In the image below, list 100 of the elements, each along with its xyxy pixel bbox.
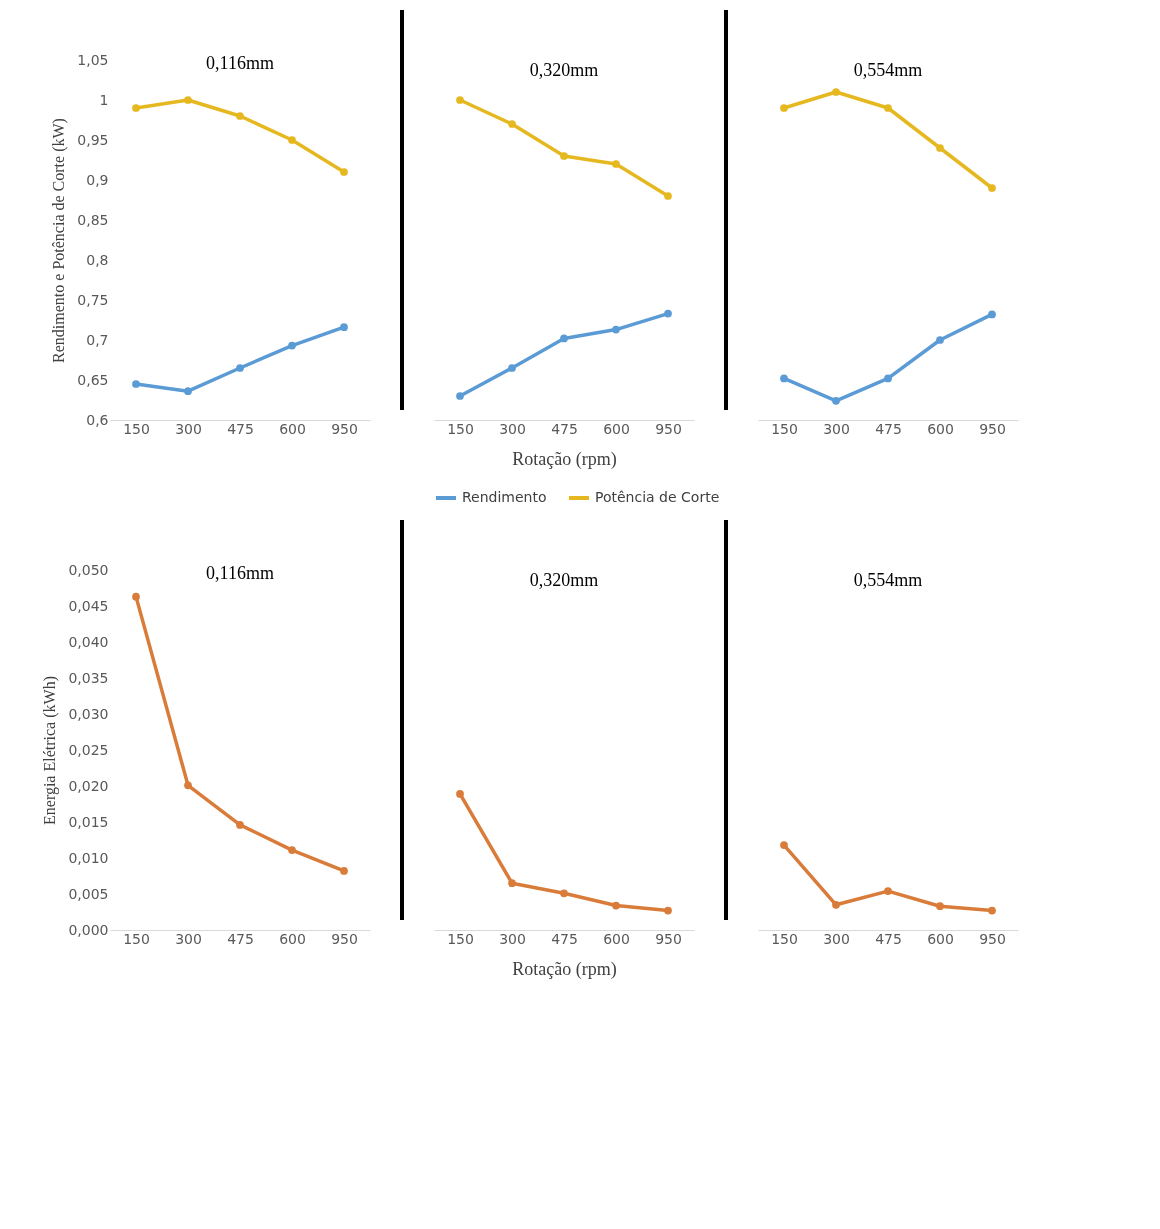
x-tick-label: 475: [551, 420, 578, 437]
point: [340, 323, 348, 332]
x-tick-label: 150: [123, 930, 150, 947]
point: [132, 380, 140, 388]
point: [508, 879, 516, 888]
legend-label: Rendimento: [462, 489, 547, 505]
x-tick-label: 600: [927, 930, 954, 947]
point: [664, 906, 672, 915]
x-tick-label: 300: [499, 420, 526, 437]
y-tick-label: 0,8: [86, 251, 109, 268]
point: [560, 152, 568, 160]
x-tick-label: 300: [499, 930, 526, 947]
point: [288, 341, 296, 350]
chart-title: 0,554mm: [853, 60, 923, 80]
x-tick-label: 950: [979, 420, 1006, 437]
chart-title: 0,116mm: [206, 563, 274, 583]
point: [612, 325, 620, 334]
y-tick-label: 0,030: [68, 705, 109, 722]
point: [988, 310, 996, 319]
y-tick-label: 0,65: [77, 371, 109, 388]
point: [236, 821, 244, 829]
point: [236, 364, 244, 372]
point: [132, 104, 140, 112]
x-tick-label: 300: [175, 930, 202, 947]
point: [456, 96, 464, 104]
point: [780, 104, 788, 112]
point: [884, 374, 892, 383]
y-tick-label: 0,75: [77, 291, 109, 308]
point: [884, 104, 892, 112]
point: [664, 192, 672, 200]
point: [936, 336, 944, 344]
x-tick-label: 475: [551, 930, 578, 947]
point: [832, 88, 840, 96]
point: [456, 790, 464, 798]
x-tick-label: 600: [603, 930, 630, 947]
chart-title: 0,554mm: [853, 570, 923, 590]
x-axis-title: Rotação (rpm): [512, 448, 617, 470]
y-tick-label: 0,035: [68, 669, 109, 686]
x-tick-label: 300: [823, 930, 850, 947]
point: [184, 781, 192, 790]
point: [184, 387, 192, 396]
point: [340, 168, 348, 176]
chart-title: 0,320mm: [529, 60, 599, 80]
x-tick-label: 950: [655, 420, 682, 437]
point: [936, 902, 944, 911]
point: [780, 841, 788, 849]
y-tick-label: 0,000: [68, 921, 109, 938]
x-tick-label: 150: [447, 930, 474, 947]
y-tick-label: 1,05: [77, 51, 109, 68]
point: [132, 592, 140, 601]
y-tick-label: 0,010: [68, 849, 109, 866]
point: [508, 364, 516, 372]
x-tick-label: 475: [227, 930, 254, 947]
point: [664, 309, 672, 318]
x-tick-label: 475: [227, 420, 254, 437]
point: [988, 906, 996, 915]
point: [780, 374, 788, 383]
x-tick-label: 150: [447, 420, 474, 437]
legend-label: Potência de Corte: [595, 489, 720, 505]
chart-title: 0,320mm: [529, 570, 599, 590]
point: [288, 846, 296, 854]
y-tick-label: 0,95: [77, 131, 109, 148]
point: [612, 901, 620, 910]
x-tick-label: 950: [979, 930, 1006, 947]
point: [832, 396, 840, 405]
x-tick-label: 150: [123, 420, 150, 437]
y-axis-title: Rendimento e Potência de Corte (kW): [50, 118, 69, 363]
y-tick-label: 0,045: [68, 597, 109, 614]
y-tick-label: 1: [99, 91, 109, 108]
y-tick-label: 0,85: [77, 211, 109, 228]
x-tick-label: 475: [875, 420, 902, 437]
x-tick-label: 475: [875, 930, 902, 947]
point: [612, 160, 620, 168]
y-tick-label: 0,020: [68, 777, 109, 794]
point: [340, 867, 348, 875]
y-axis-title: Energia Elétrica (kWh): [41, 676, 60, 825]
y-tick-label: 0,050: [68, 561, 109, 578]
x-tick-label: 600: [279, 930, 306, 947]
y-tick-label: 0,015: [68, 813, 109, 830]
point: [988, 184, 996, 192]
x-tick-label: 600: [279, 420, 306, 437]
y-tick-label: 0,6: [86, 411, 109, 428]
y-tick-label: 0,040: [68, 633, 109, 650]
x-tick-label: 300: [823, 420, 850, 437]
y-tick-label: 0,7: [86, 331, 109, 348]
x-tick-label: 950: [331, 420, 358, 437]
point: [560, 889, 568, 898]
point: [288, 136, 296, 144]
x-tick-label: 950: [655, 930, 682, 947]
x-axis-title: Rotação (rpm): [512, 958, 617, 980]
y-tick-label: 0,025: [68, 741, 109, 758]
point: [560, 334, 568, 343]
x-tick-label: 950: [331, 930, 358, 947]
x-tick-label: 600: [927, 420, 954, 437]
y-tick-label: 0,005: [68, 885, 109, 902]
x-tick-label: 300: [175, 420, 202, 437]
point: [456, 392, 464, 400]
y-tick-label: 0,9: [86, 171, 109, 188]
x-tick-label: 150: [771, 930, 798, 947]
point: [184, 96, 192, 104]
